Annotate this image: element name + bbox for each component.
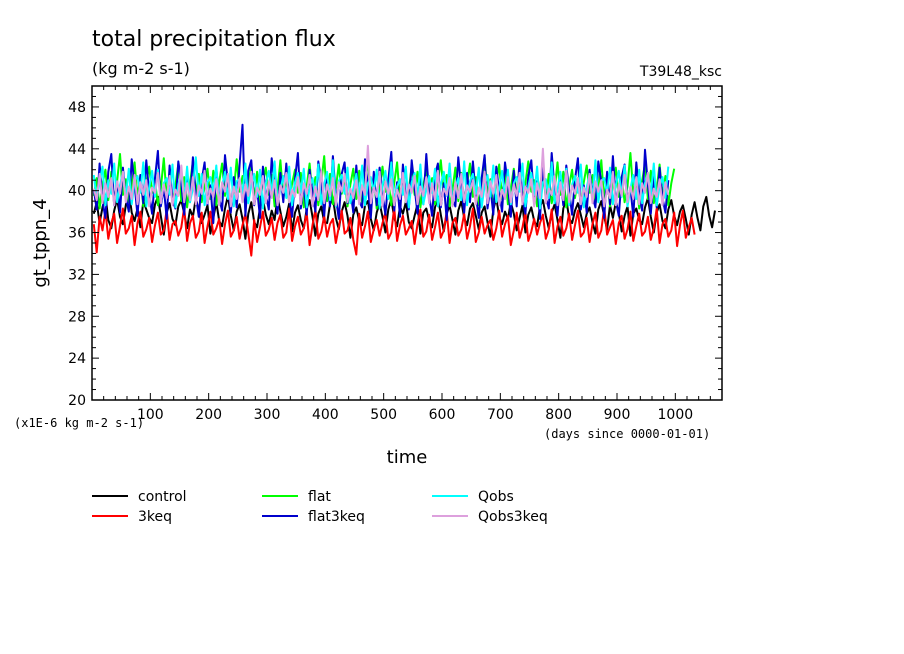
y-tick-label: 48 bbox=[68, 100, 86, 116]
chart-title: total precipitation flux bbox=[92, 27, 336, 52]
x-tick-label: 600 bbox=[429, 407, 456, 423]
legend-label-Qobs3keq: Qobs3keq bbox=[478, 509, 548, 525]
x-tick-label: 500 bbox=[370, 407, 397, 423]
x-tick-label: 800 bbox=[545, 407, 572, 423]
x-tick-label: 300 bbox=[254, 407, 281, 423]
legend-label-control: control bbox=[138, 489, 187, 505]
y-tick-label: 20 bbox=[68, 393, 86, 409]
y-axis-label: gt_tppn_4 bbox=[30, 198, 51, 287]
legend-label-flat: flat bbox=[308, 489, 331, 505]
y-tick-label: 28 bbox=[68, 309, 86, 325]
x-tick-label: 400 bbox=[312, 407, 339, 423]
run-label: T39L48_ksc bbox=[639, 64, 722, 80]
legend-label-Qobs: Qobs bbox=[478, 489, 514, 505]
series-line-Qobs3keq bbox=[92, 144, 670, 208]
y-tick-label: 40 bbox=[68, 184, 86, 200]
x-tick-label: 1000 bbox=[658, 407, 694, 423]
legend-label-3keq: 3keq bbox=[138, 509, 172, 525]
y-tick-label: 32 bbox=[68, 267, 86, 283]
x-axis-unit: (days since 0000-01-01) bbox=[544, 427, 710, 441]
legend-label-flat3keq: flat3keq bbox=[308, 509, 365, 525]
plot-frame bbox=[91, 85, 723, 401]
x-tick-label: 900 bbox=[604, 407, 631, 423]
x-tick-label: 200 bbox=[195, 407, 222, 423]
y-tick-label: 24 bbox=[68, 351, 86, 367]
y-tick-label: 44 bbox=[68, 142, 86, 158]
legend: control 3keq flat flat3keq Qobs Qobs3keq bbox=[92, 489, 548, 525]
plot-area: 100 200 300 400 500 600 700 800 900 1000 20 24 28 32 3… bbox=[68, 85, 723, 423]
y-tick-label: 36 bbox=[68, 226, 86, 242]
y-axis-unit: (x1E-6 kg m-2 s-1) bbox=[14, 416, 144, 430]
x-axis-label: time bbox=[387, 447, 428, 468]
axis-layer: 100 200 300 400 500 600 700 800 900 1000 20 24 28 32 3… bbox=[68, 85, 722, 423]
series-layer bbox=[92, 123, 716, 257]
chart-subtitle: (kg m-2 s-1) bbox=[92, 59, 190, 78]
x-tick-label: 100 bbox=[137, 407, 164, 423]
x-tick-label: 700 bbox=[487, 407, 514, 423]
